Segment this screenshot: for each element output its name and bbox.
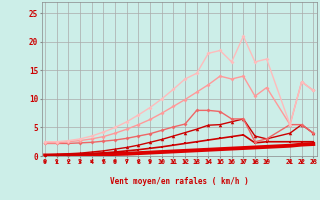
X-axis label: Vent moyen/en rafales ( km/h ): Vent moyen/en rafales ( km/h ) [110, 177, 249, 186]
